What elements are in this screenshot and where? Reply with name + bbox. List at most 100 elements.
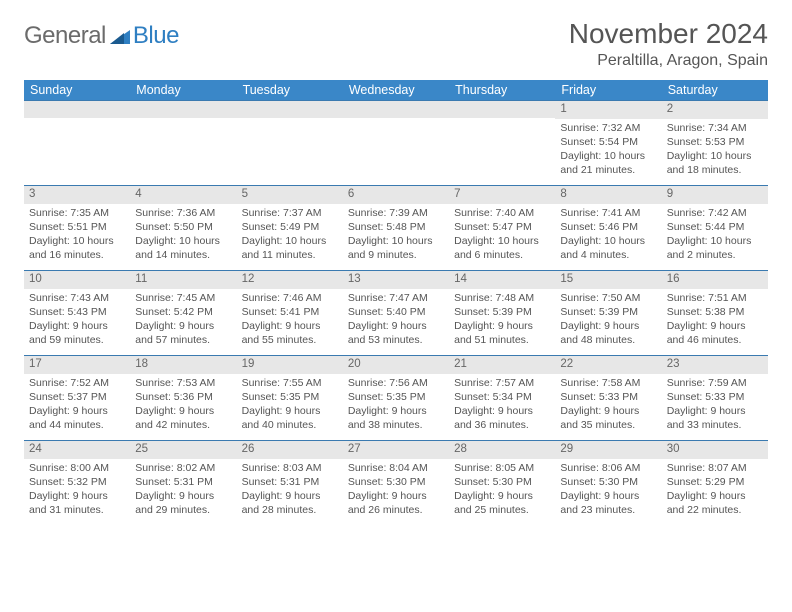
day-cell: 17Sunrise: 7:52 AMSunset: 5:37 PMDayligh… [24, 356, 130, 440]
sunset-text: Sunset: 5:33 PM [667, 390, 763, 404]
daylight-text: Daylight: 9 hours and 31 minutes. [29, 489, 125, 517]
sunrise-text: Sunrise: 8:05 AM [454, 461, 550, 475]
sunset-text: Sunset: 5:30 PM [454, 475, 550, 489]
logo-word-1: General [24, 22, 106, 50]
day-number: 19 [237, 356, 343, 374]
day-number: 4 [130, 186, 236, 204]
sunset-text: Sunset: 5:30 PM [560, 475, 656, 489]
day-cell: 10Sunrise: 7:43 AMSunset: 5:43 PMDayligh… [24, 271, 130, 355]
sunset-text: Sunset: 5:47 PM [454, 220, 550, 234]
day-header-sunday: Sunday [24, 80, 130, 100]
daylight-text: Daylight: 9 hours and 35 minutes. [560, 404, 656, 432]
sunset-text: Sunset: 5:37 PM [29, 390, 125, 404]
sunrise-text: Sunrise: 7:36 AM [135, 206, 231, 220]
day-body: Sunrise: 8:07 AMSunset: 5:29 PMDaylight:… [662, 459, 768, 522]
week-row: 10Sunrise: 7:43 AMSunset: 5:43 PMDayligh… [24, 270, 768, 355]
day-number: 2 [662, 101, 768, 119]
daylight-text: Daylight: 10 hours and 18 minutes. [667, 149, 763, 177]
day-number: 5 [237, 186, 343, 204]
day-cell: 25Sunrise: 8:02 AMSunset: 5:31 PMDayligh… [130, 441, 236, 525]
sunrise-text: Sunrise: 8:00 AM [29, 461, 125, 475]
sunrise-text: Sunrise: 7:56 AM [348, 376, 444, 390]
sunrise-text: Sunrise: 7:35 AM [29, 206, 125, 220]
day-body: Sunrise: 7:34 AMSunset: 5:53 PMDaylight:… [662, 119, 768, 182]
day-body: Sunrise: 8:04 AMSunset: 5:30 PMDaylight:… [343, 459, 449, 522]
sunset-text: Sunset: 5:42 PM [135, 305, 231, 319]
day-cell: 3 Sunrise: 7:35 AMSunset: 5:51 PMDaylight… [24, 186, 130, 270]
daylight-text: Daylight: 9 hours and 44 minutes. [29, 404, 125, 432]
sunrise-text: Sunrise: 8:03 AM [242, 461, 338, 475]
day-cell: 28Sunrise: 8:05 AMSunset: 5:30 PMDayligh… [449, 441, 555, 525]
sunset-text: Sunset: 5:35 PM [242, 390, 338, 404]
day-cell-empty [343, 101, 449, 185]
day-cell: 27Sunrise: 8:04 AMSunset: 5:30 PMDayligh… [343, 441, 449, 525]
daylight-text: Daylight: 10 hours and 16 minutes. [29, 234, 125, 262]
daylight-text: Daylight: 9 hours and 28 minutes. [242, 489, 338, 517]
weeks-container: 1Sunrise: 7:32 AMSunset: 5:54 PMDaylight… [24, 100, 768, 525]
day-cell: 16Sunrise: 7:51 AMSunset: 5:38 PMDayligh… [662, 271, 768, 355]
sunset-text: Sunset: 5:30 PM [348, 475, 444, 489]
day-cell: 15Sunrise: 7:50 AMSunset: 5:39 PMDayligh… [555, 271, 661, 355]
sunrise-text: Sunrise: 7:45 AM [135, 291, 231, 305]
daylight-text: Daylight: 10 hours and 4 minutes. [560, 234, 656, 262]
day-cell: 20Sunrise: 7:56 AMSunset: 5:35 PMDayligh… [343, 356, 449, 440]
sunset-text: Sunset: 5:49 PM [242, 220, 338, 234]
sunset-text: Sunset: 5:36 PM [135, 390, 231, 404]
sunset-text: Sunset: 5:41 PM [242, 305, 338, 319]
daylight-text: Daylight: 9 hours and 57 minutes. [135, 319, 231, 347]
day-body: Sunrise: 7:58 AMSunset: 5:33 PMDaylight:… [555, 374, 661, 437]
week-row: 1Sunrise: 7:32 AMSunset: 5:54 PMDaylight… [24, 100, 768, 185]
header: General Blue November 2024 Peraltilla, A… [24, 18, 768, 70]
sunset-text: Sunset: 5:54 PM [560, 135, 656, 149]
day-number: 15 [555, 271, 661, 289]
sunset-text: Sunset: 5:53 PM [667, 135, 763, 149]
day-body: Sunrise: 7:41 AMSunset: 5:46 PMDaylight:… [555, 204, 661, 267]
daylight-text: Daylight: 9 hours and 48 minutes. [560, 319, 656, 347]
day-cell: 9Sunrise: 7:42 AMSunset: 5:44 PMDaylight… [662, 186, 768, 270]
month-title: November 2024 [569, 18, 768, 50]
day-cell: 22Sunrise: 7:58 AMSunset: 5:33 PMDayligh… [555, 356, 661, 440]
day-number: 26 [237, 441, 343, 459]
day-body: Sunrise: 8:05 AMSunset: 5:30 PMDaylight:… [449, 459, 555, 522]
week-row: 24Sunrise: 8:00 AMSunset: 5:32 PMDayligh… [24, 440, 768, 525]
day-number: 27 [343, 441, 449, 459]
day-body: Sunrise: 7:50 AMSunset: 5:39 PMDaylight:… [555, 289, 661, 352]
daylight-text: Daylight: 10 hours and 11 minutes. [242, 234, 338, 262]
sunset-text: Sunset: 5:32 PM [29, 475, 125, 489]
daylight-text: Daylight: 9 hours and 53 minutes. [348, 319, 444, 347]
day-number: 24 [24, 441, 130, 459]
logo-word-2: Blue [133, 22, 179, 50]
sunrise-text: Sunrise: 7:51 AM [667, 291, 763, 305]
sunset-text: Sunset: 5:39 PM [454, 305, 550, 319]
daylight-text: Daylight: 9 hours and 25 minutes. [454, 489, 550, 517]
sunrise-text: Sunrise: 7:55 AM [242, 376, 338, 390]
daylight-text: Daylight: 9 hours and 29 minutes. [135, 489, 231, 517]
title-block: November 2024 Peraltilla, Aragon, Spain [569, 18, 768, 70]
day-body: Sunrise: 7:46 AMSunset: 5:41 PMDaylight:… [237, 289, 343, 352]
day-cell: 1Sunrise: 7:32 AMSunset: 5:54 PMDaylight… [555, 101, 661, 185]
day-cell: 21Sunrise: 7:57 AMSunset: 5:34 PMDayligh… [449, 356, 555, 440]
daylight-text: Daylight: 9 hours and 36 minutes. [454, 404, 550, 432]
empty-day-bar [449, 101, 555, 118]
day-number: 3 [24, 186, 130, 204]
daylight-text: Daylight: 10 hours and 9 minutes. [348, 234, 444, 262]
logo-triangle-icon [110, 27, 130, 45]
day-number: 8 [555, 186, 661, 204]
day-body: Sunrise: 7:36 AMSunset: 5:50 PMDaylight:… [130, 204, 236, 267]
day-number: 22 [555, 356, 661, 374]
sunrise-text: Sunrise: 8:06 AM [560, 461, 656, 475]
day-number: 30 [662, 441, 768, 459]
sunrise-text: Sunrise: 7:40 AM [454, 206, 550, 220]
daylight-text: Daylight: 10 hours and 21 minutes. [560, 149, 656, 177]
day-cell: 14Sunrise: 7:48 AMSunset: 5:39 PMDayligh… [449, 271, 555, 355]
day-number: 17 [24, 356, 130, 374]
daylight-text: Daylight: 9 hours and 42 minutes. [135, 404, 231, 432]
day-cell: 30Sunrise: 8:07 AMSunset: 5:29 PMDayligh… [662, 441, 768, 525]
daylight-text: Daylight: 9 hours and 40 minutes. [242, 404, 338, 432]
sunset-text: Sunset: 5:31 PM [242, 475, 338, 489]
sunset-text: Sunset: 5:43 PM [29, 305, 125, 319]
day-cell: 29Sunrise: 8:06 AMSunset: 5:30 PMDayligh… [555, 441, 661, 525]
sunset-text: Sunset: 5:51 PM [29, 220, 125, 234]
day-number: 16 [662, 271, 768, 289]
daylight-text: Daylight: 9 hours and 23 minutes. [560, 489, 656, 517]
